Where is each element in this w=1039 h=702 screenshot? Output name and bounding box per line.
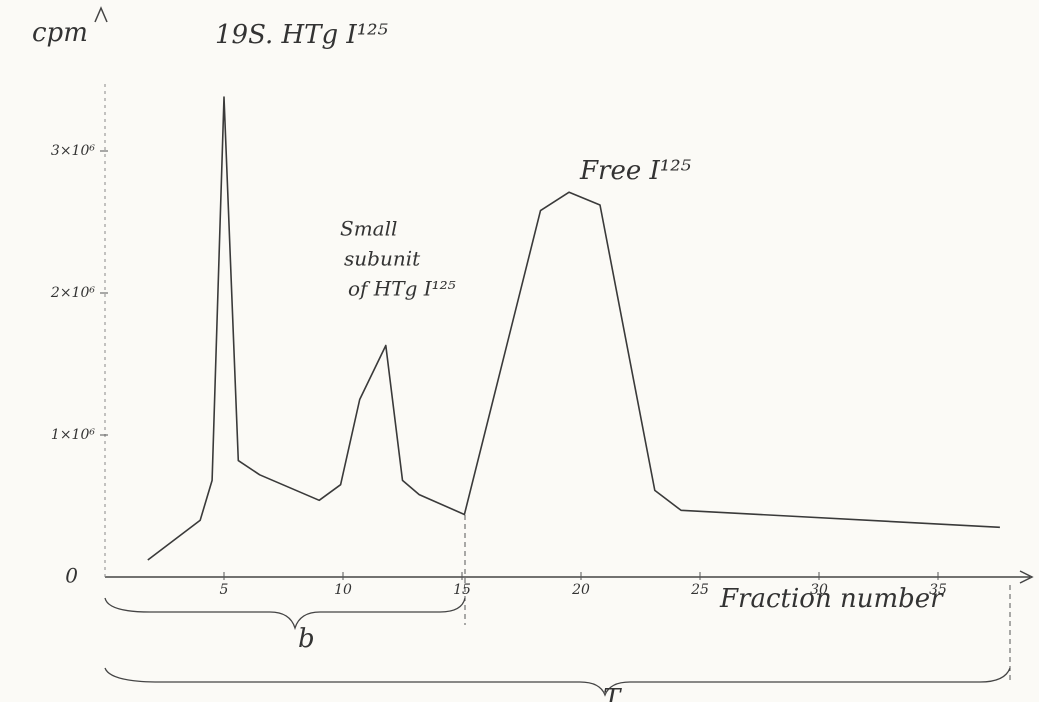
x-tick-label: 20	[571, 582, 590, 598]
bracket-label: b	[298, 624, 315, 654]
y-axis-arrow	[94, 6, 108, 23]
x-tick-label: 35	[929, 582, 947, 598]
y-axis-title: cpm	[32, 18, 88, 48]
annotation: of HTg I¹²⁵	[348, 277, 456, 301]
x-axis-arrow	[1019, 570, 1034, 584]
bracket-label: T	[603, 684, 622, 702]
y-tick-label: 1×10⁶	[51, 427, 95, 443]
annotation: Small	[340, 217, 397, 241]
x-tick-label: 25	[690, 582, 709, 598]
x-axis-title: Fraction number	[719, 584, 944, 614]
y-tick-label: 2×10⁶	[50, 285, 95, 301]
x-tick-label: 5	[220, 582, 229, 598]
x-tick-label: 15	[453, 582, 471, 598]
annotation: Free I¹²⁵	[579, 156, 692, 186]
y-tick-label: 3×10⁶	[51, 143, 95, 159]
y-tick-label: 0	[65, 564, 78, 588]
x-tick-label: 10	[334, 582, 352, 598]
bracket-b	[104, 597, 466, 631]
annotation: subunit	[344, 247, 421, 271]
x-tick-label: 30	[810, 582, 828, 598]
data-line	[147, 96, 1000, 561]
annotation: 19S. HTg I¹²⁵	[215, 20, 389, 50]
bracket-t	[104, 667, 1011, 697]
